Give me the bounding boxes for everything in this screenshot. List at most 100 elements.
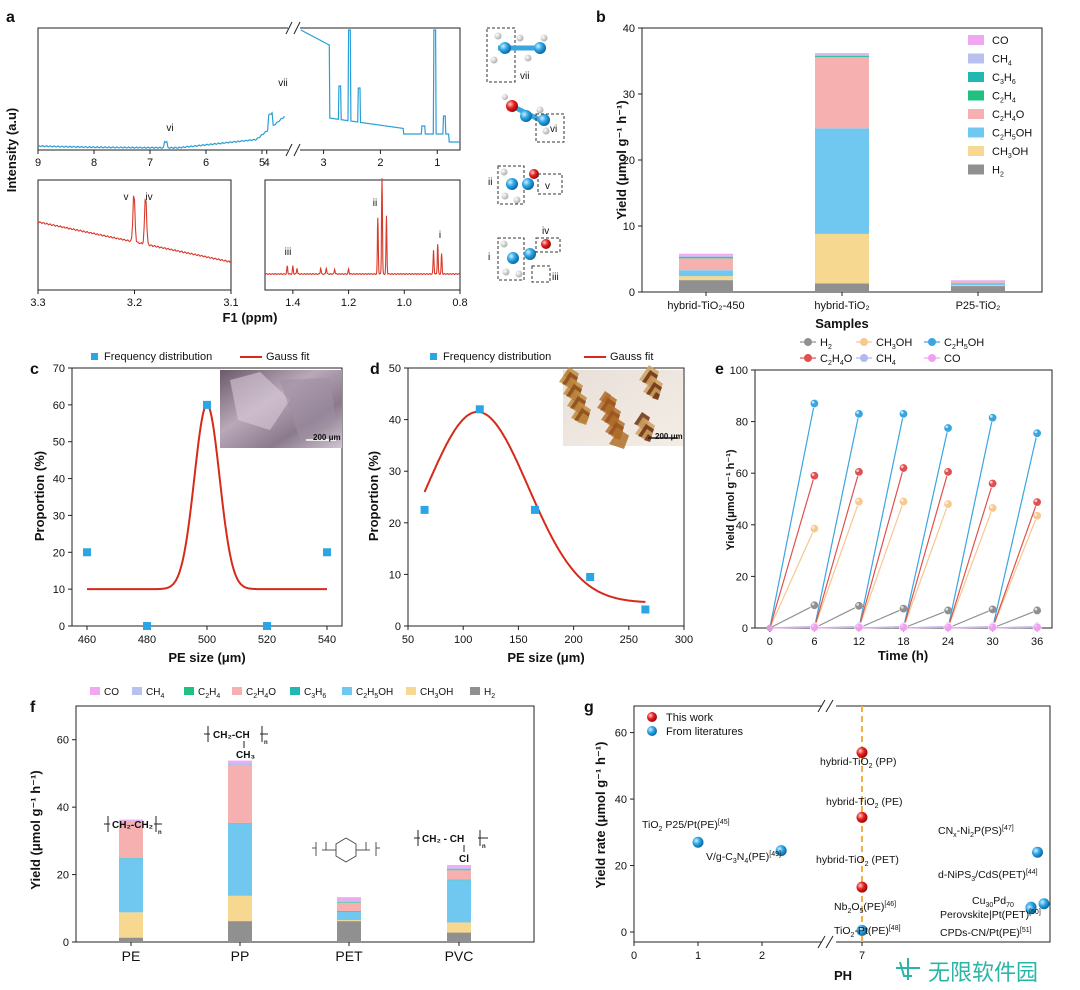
panel-b-letter: b [596, 9, 606, 26]
panel-b-xlabel: Samples [815, 316, 868, 331]
tick-label: 540 [318, 634, 336, 646]
tick-label: 500 [198, 634, 216, 646]
data-point [1032, 428, 1042, 438]
bar-segment [679, 253, 733, 256]
panel-e-xlabel: Time (h) [878, 648, 928, 663]
series-line [992, 626, 1038, 629]
panel-d-xlabel: PE size (μm) [507, 650, 584, 665]
panel-g-ylabel: Yield rate (μmol g⁻¹ h⁻¹) [593, 742, 608, 889]
legend-swatch [290, 687, 300, 695]
series-line [903, 626, 949, 629]
tick-label: 20 [57, 870, 69, 882]
this-work-point [856, 811, 868, 823]
data-point [143, 622, 151, 630]
legend-label: H2 [820, 337, 832, 351]
tick-label: 0 [395, 621, 401, 633]
panel-a-top-ticks: 9 8 7 6 54 3 2 1 [35, 150, 440, 169]
bar-segment [815, 53, 869, 55]
series-line [769, 626, 815, 629]
panel-f: f Yield (μmol g⁻¹ h⁻¹) 0 20 40 60 PE PP PET PV… [28, 687, 535, 964]
panel-c-points [83, 400, 331, 630]
molecule-acetaldehyde: ii v [488, 165, 563, 205]
panel-b-ylabel: Yield (μmol g⁻¹ h⁻¹) [614, 100, 629, 219]
panel-g: g Yield rate (μmol g⁻¹ h⁻¹) 0 1 2 70204060 … [584, 699, 1051, 983]
data-point [203, 400, 211, 409]
data-point [641, 605, 650, 614]
data-point [1033, 624, 1041, 632]
this-work-point [856, 881, 868, 893]
panel-a-letter: a [6, 9, 15, 26]
point-label: V/g-C3N4(PE)[49] [706, 851, 781, 865]
tick-label: 480 [138, 634, 156, 646]
tick-label: 70 [53, 363, 65, 375]
series-line [813, 413, 860, 629]
legend-swatch [968, 127, 984, 138]
panel-e-letter: e [715, 361, 724, 378]
panel-d-ticks: 50 100 150 200 250 300 0 10 20 30 40 50 [389, 363, 693, 646]
panel-d-letter: d [370, 361, 380, 378]
legend-swatch [968, 146, 984, 156]
data-point [263, 622, 271, 630]
legend-marker [804, 338, 812, 346]
panel-c-legend: Frequency distribution Gauss fit [91, 351, 309, 363]
panel-a-top-spectrum [37, 29, 460, 150]
legend-swatch [90, 687, 100, 695]
structure-pp-formula: CH₂-CH [213, 730, 250, 741]
legend-label: C2H4O [820, 353, 853, 367]
tick-label: 30 [623, 89, 635, 101]
legend-label: CH4 [146, 687, 164, 700]
legend-label: C2H4O [992, 109, 1025, 123]
bar-segment [679, 280, 733, 292]
legend-swatch [406, 687, 416, 695]
bar-segment [119, 912, 143, 938]
legend-gauss-label: Gauss fit [610, 351, 653, 363]
panel-d-gauss-fit [423, 410, 646, 603]
data-point [323, 548, 331, 557]
panel-a-inset2-frame [264, 179, 461, 291]
series-line [769, 403, 815, 629]
tick-label: 1.0 [397, 297, 412, 309]
panel-c-ylabel: Proportion (%) [32, 451, 47, 541]
tick-label: 30 [389, 466, 401, 478]
tick-label: 6 [203, 157, 209, 169]
panel-g-ticks: 0 1 2 7 0 20 40 60 [615, 728, 865, 962]
bar-segment [228, 760, 252, 763]
point-label: CNx-Ni2P(PS)[47] [938, 825, 1014, 839]
series-line [858, 413, 905, 629]
tick-label: 3 [321, 157, 327, 169]
tick-label: 5 [259, 157, 265, 169]
series-line [902, 471, 949, 629]
tick-label: 20 [623, 155, 635, 167]
literature-point [856, 924, 868, 936]
bar-segment [815, 283, 869, 292]
tick-label: 0 [742, 623, 748, 635]
data-point [898, 604, 908, 614]
molecule-label-ii: ii [488, 177, 492, 188]
structure-pp-n: n [264, 740, 268, 746]
panel-d-frame [407, 367, 685, 627]
bar-segment [679, 257, 733, 258]
molecule-ethanol: i iv iii [488, 226, 561, 283]
tick-label: 10 [53, 584, 65, 596]
data-point [988, 479, 998, 489]
category-label: PET [335, 948, 363, 964]
structure-pp: CH₂-CH n CH₃ [204, 726, 268, 761]
bar-segment [447, 865, 471, 868]
bar-segment [119, 820, 143, 822]
bar-segment [951, 282, 1005, 286]
tick-label: 18 [897, 636, 909, 648]
category-label: PP [231, 948, 250, 964]
data-point [475, 405, 484, 414]
tick-label: 50 [53, 437, 65, 449]
structure-pvc: CH₂ - CH n Cl [414, 830, 488, 865]
series-line [858, 608, 904, 629]
molecule-label-iii: iii [552, 272, 559, 283]
watermark: 无限软件园 [896, 958, 1038, 985]
bar-segment [337, 897, 361, 901]
tick-label: 7 [147, 157, 153, 169]
bar-segment [447, 922, 471, 933]
panel-d-legend: Frequency distribution Gauss fit [430, 351, 653, 363]
tick-label: 4 [264, 157, 270, 169]
bar-segment [228, 762, 252, 766]
tick-label: 100 [454, 634, 472, 646]
